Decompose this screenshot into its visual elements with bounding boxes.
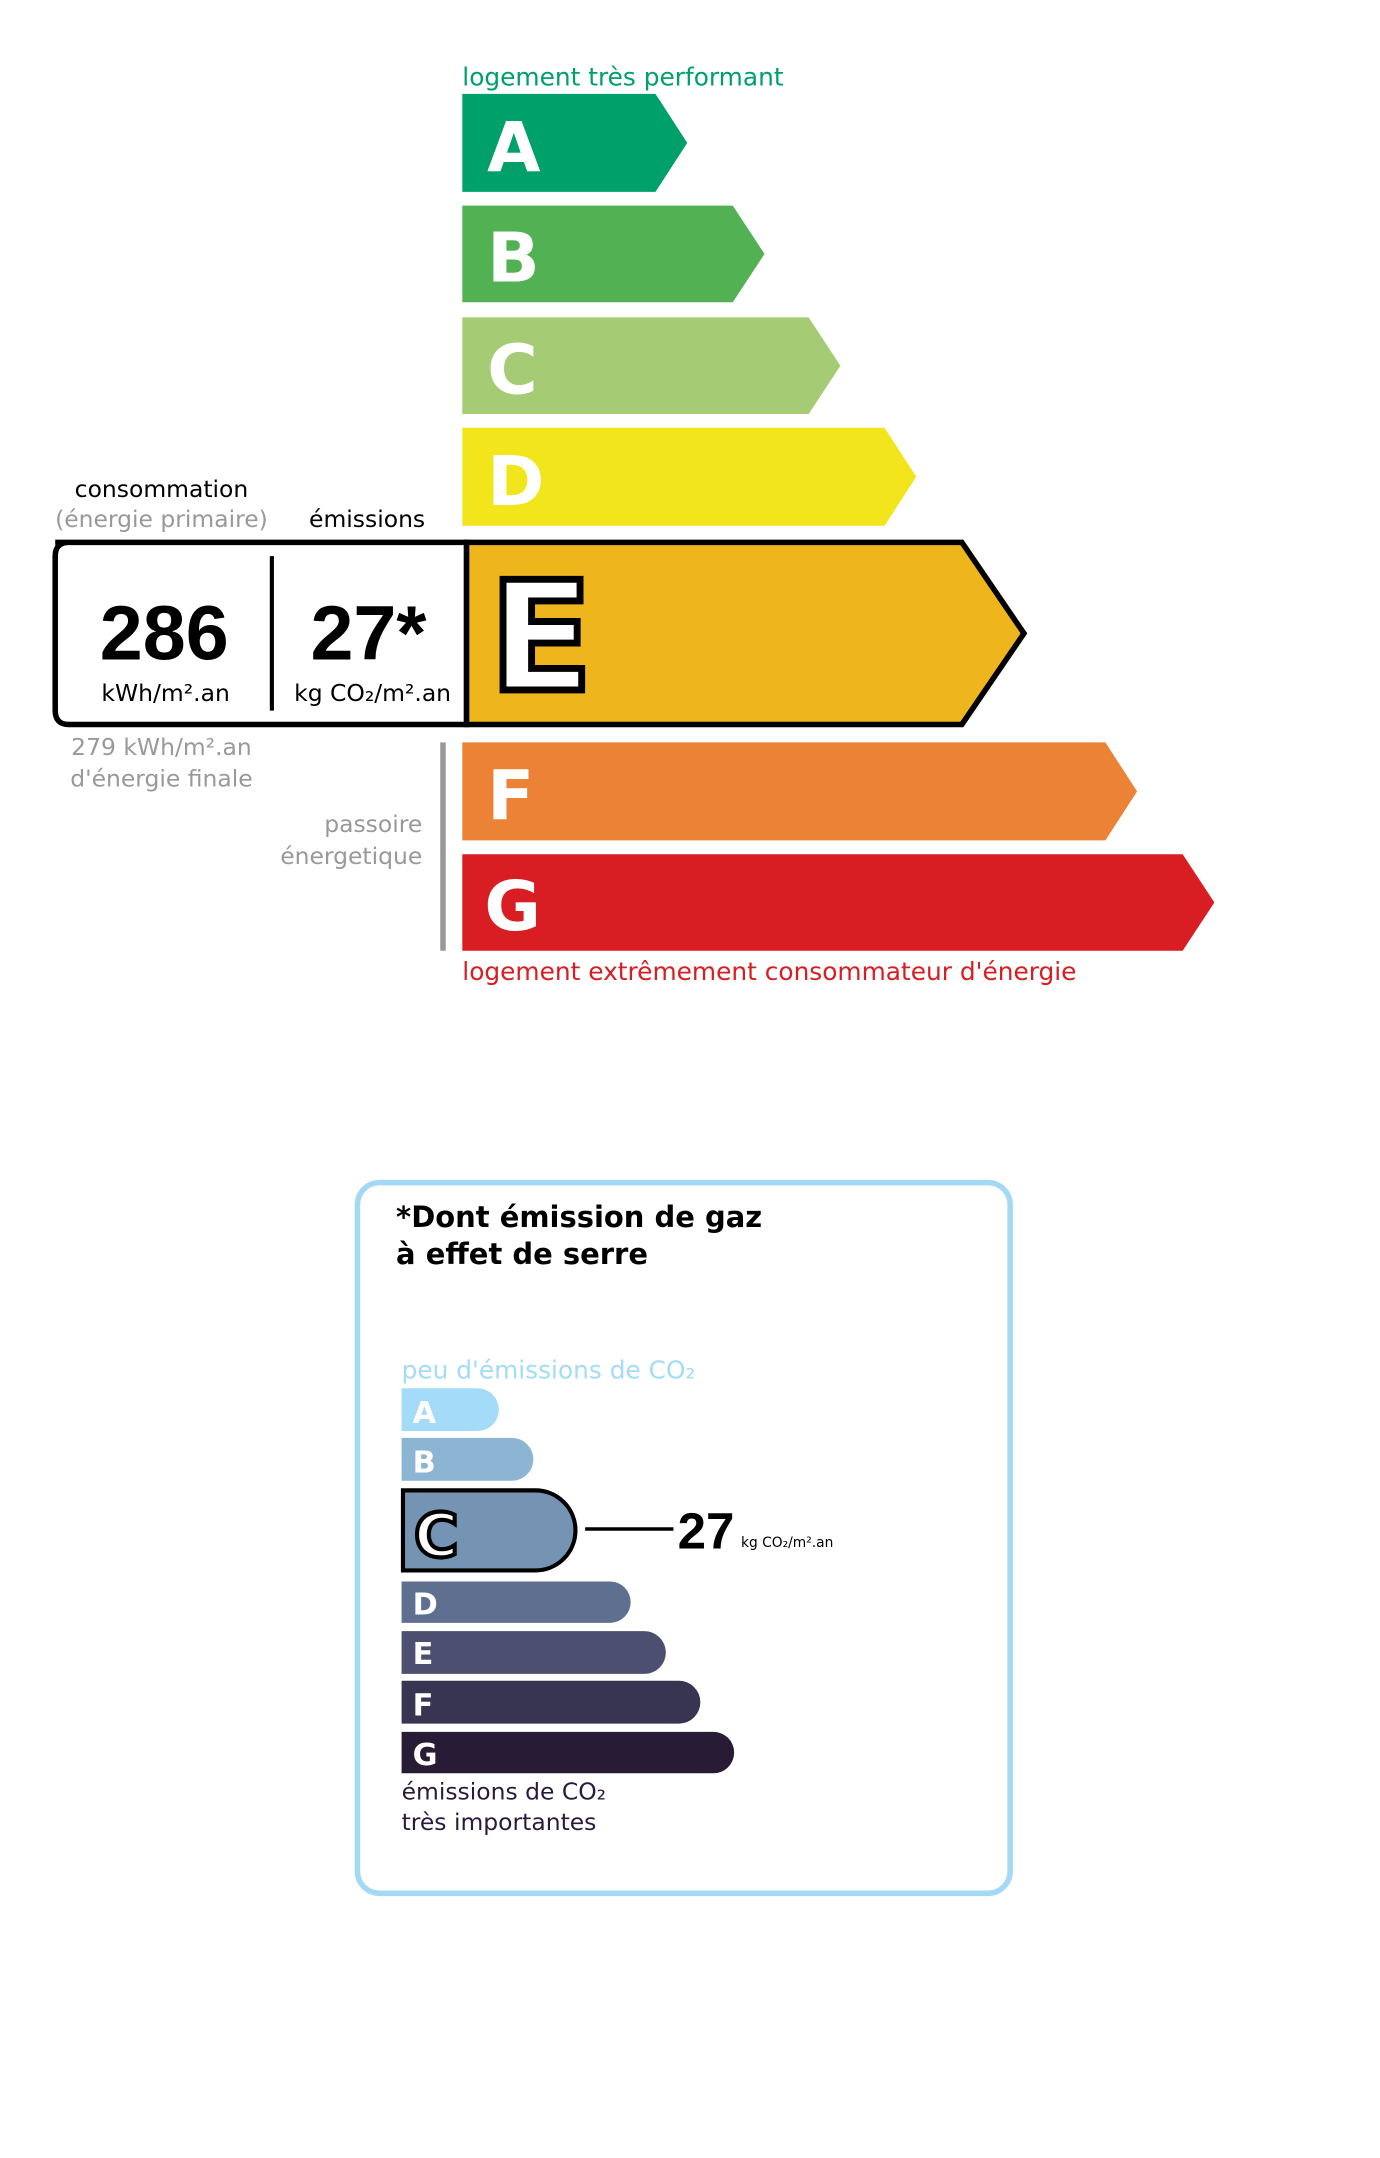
emissions-label: émissions <box>309 505 425 533</box>
consumption-unit: kWh/m².an <box>101 679 229 707</box>
emissions-value: 27* <box>310 591 426 677</box>
ges-class-f: F <box>401 1680 701 1724</box>
ges-bar-f <box>401 1680 701 1724</box>
bar-c <box>462 317 841 414</box>
dpe-class-a: A <box>462 93 688 192</box>
ges-letter-a: A <box>413 1396 437 1431</box>
passoire-line1: passoire <box>324 810 422 838</box>
ges-class-a: A <box>401 1388 499 1432</box>
ges-bottom-label-line1: émissions de CO₂ <box>402 1777 607 1805</box>
bottom-label: logement extrêmement consommateur d'éner… <box>462 957 1076 986</box>
final-energy-label: d'énergie finale <box>70 765 252 793</box>
ges-letter-c: C <box>414 1502 459 1572</box>
bar-f <box>462 742 1138 841</box>
dpe-class-g: G <box>462 854 1215 951</box>
bar-b <box>462 205 765 303</box>
ges-top-label: peu d'émissions de CO₂ <box>402 1356 696 1385</box>
ges-class-b: B <box>401 1437 534 1481</box>
ges-bar-d <box>401 1581 631 1623</box>
value-box <box>52 539 470 728</box>
ges-bar-b <box>401 1437 534 1481</box>
ges-unit: kg CO₂/m².an <box>741 1535 833 1551</box>
letter-e: E <box>489 549 593 726</box>
emissions-unit: kg CO₂/m².an <box>294 679 451 707</box>
top-label: logement très performant <box>462 63 784 92</box>
ges-value: 27 <box>678 1502 735 1559</box>
ges-class-g: G <box>401 1731 735 1774</box>
bar-g <box>462 854 1215 951</box>
ges-class-c-current: C 27 kg CO₂/m².an <box>400 1488 833 1574</box>
dpe-class-d: D <box>462 427 917 526</box>
ges-letter-d: D <box>413 1588 438 1623</box>
ges-class-e: E <box>401 1631 666 1674</box>
ges-bar-a <box>401 1388 499 1432</box>
ges-bottom-label-line2: très importantes <box>402 1808 597 1836</box>
consumption-label: consommation <box>75 475 249 503</box>
letter-d: D <box>487 442 544 522</box>
dpe-class-f: F <box>462 742 1138 841</box>
bar-a <box>462 93 688 192</box>
passoire-line2: énergetique <box>280 842 422 870</box>
ges-letter-b: B <box>413 1445 436 1480</box>
ges-class-d: D <box>401 1581 631 1623</box>
dpe-class-e-current: E 286 kWh/m².an 27* kg CO₂/m².an <box>52 539 1028 729</box>
dpe-class-b: B <box>462 205 765 303</box>
ges-title-line2: à effet de serre <box>396 1237 648 1271</box>
ges-bar-g <box>401 1731 735 1774</box>
dpe-class-c: C <box>462 317 841 414</box>
letter-g: G <box>484 867 541 947</box>
letter-a: A <box>487 108 541 188</box>
consumption-sublabel: (énergie primaire) <box>55 505 268 533</box>
ges-letter-f: F <box>413 1688 434 1723</box>
ges-bar-c <box>400 1488 578 1573</box>
ges-title-line1: *Dont émission de gaz <box>396 1200 762 1234</box>
ges-bar-e <box>401 1631 666 1674</box>
bar-d <box>462 427 917 526</box>
final-energy-value: 279 kWh/m².an <box>71 733 252 761</box>
ges-letter-e: E <box>413 1637 434 1672</box>
letter-c: C <box>487 330 538 410</box>
consumption-value: 286 <box>100 591 229 677</box>
letter-b: B <box>487 219 540 299</box>
ges-letter-g: G <box>413 1738 438 1773</box>
letter-f: F <box>487 757 534 837</box>
